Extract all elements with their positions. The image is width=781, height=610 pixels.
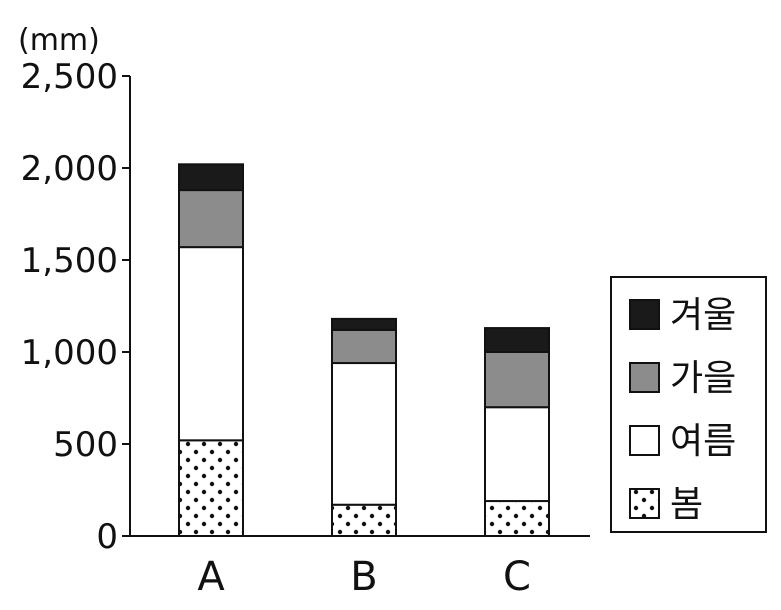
legend-swatch xyxy=(629,362,660,393)
y-tick-label: 2,000 xyxy=(21,149,118,189)
y-ticks: 0 500 1,000 1,500 2,000 2,500 xyxy=(21,57,130,557)
legend-label: 가을 xyxy=(670,358,736,399)
bar-segment xyxy=(331,362,397,506)
bar-segment xyxy=(178,189,244,249)
legend-label: 여름 xyxy=(670,421,736,462)
y-tick-label: 1,000 xyxy=(21,333,118,373)
x-category-label: A xyxy=(197,554,225,600)
bar-segment xyxy=(331,328,397,365)
bar-segment xyxy=(484,351,550,409)
legend-label: 겨울 xyxy=(670,295,736,336)
legend-swatch xyxy=(629,425,660,456)
bar-segment xyxy=(484,500,550,538)
y-tick-label: 500 xyxy=(53,425,118,465)
legend-swatch xyxy=(629,488,660,519)
bar-segment xyxy=(484,327,550,353)
bars xyxy=(178,163,550,538)
bar-segment xyxy=(178,246,244,442)
y-tick-label: 2,500 xyxy=(21,57,118,97)
x-category-label: C xyxy=(503,554,531,600)
bar-segment xyxy=(331,503,397,538)
legend-label: 봄 xyxy=(670,484,703,525)
x-category-label: B xyxy=(350,554,377,600)
bar-segment xyxy=(178,163,244,192)
x-category-labels: A B C xyxy=(197,554,531,600)
y-tick-label: 1,500 xyxy=(21,241,118,281)
bar-segment xyxy=(484,406,550,503)
y-tick-label: 0 xyxy=(96,517,118,557)
legend-swatch xyxy=(629,299,660,330)
y-unit-label: (mm) xyxy=(18,23,100,58)
bar-segment xyxy=(331,317,397,331)
bar-segment xyxy=(178,439,244,538)
